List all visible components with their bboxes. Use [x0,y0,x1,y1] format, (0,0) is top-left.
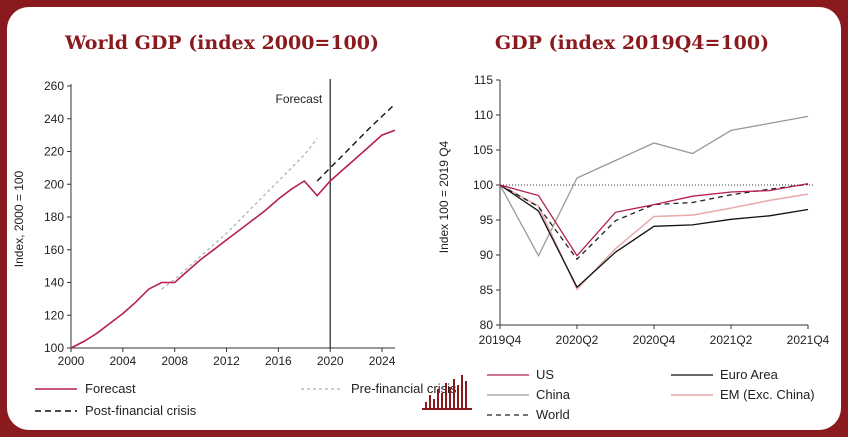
left-y-tick-label: 100 [44,341,64,355]
legend-label-post: Post-financial crisis [85,403,197,418]
left-x-tick-label: 2016 [265,354,292,368]
right-x-tick-label: 2021Q4 [787,333,830,347]
left-series-forecast [70,129,396,349]
forecast-label: Forecast [276,92,323,106]
right-series-us [499,182,809,257]
right-y-tick-label: 80 [480,318,494,332]
left-x-tick-label: 2008 [161,354,188,368]
right-x-tick-label: 2020Q4 [633,333,676,347]
left-series-pre [161,137,318,290]
left-chart-title: World GDP (index 2000=100) [64,32,379,54]
legend-label-china: China [536,387,571,402]
gdp-charts: World GDP (index 2000=100) GDP (index 20… [12,32,830,422]
right-x-tick-label: 2021Q2 [710,333,753,347]
right-legend: US Euro Area China EM (Exc. China) World [487,367,815,422]
left-y-axis-label: Index, 2000 = 100 [12,170,26,267]
brand-logo [422,375,472,410]
left-y-tick-label: 220 [44,145,64,159]
legend-label-euro: Euro Area [720,367,779,382]
left-y-tick-label: 140 [44,276,64,290]
right-series-china [499,115,809,258]
legend-label-us: US [536,367,554,382]
right-series-euro [499,184,809,289]
left-y-tick-label: 200 [44,177,64,191]
left-x-tick-label: 2012 [213,354,240,368]
left-y-tick-label: 180 [44,210,64,224]
right-y-tick-label: 95 [480,213,494,227]
right-y-tick-label: 90 [480,248,494,262]
right-plot-area: 80 85 90 95 100 105 110 115 2019Q4 2020Q2 2020Q4 20… [473,73,830,347]
legend-label-forecast: Forecast [85,381,136,396]
left-y-tick-label: 160 [44,243,64,257]
left-y-tick-label: 260 [44,79,64,93]
right-series-em [499,184,809,291]
left-x-tick-label: 2024 [369,354,396,368]
legend-label-em: EM (Exc. China) [720,387,815,402]
legend-label-pre: Pre-financial crisis [351,381,457,396]
right-y-axis-label: Index 100 = 2019 Q4 [437,140,451,253]
legend-label-world: World [536,407,570,422]
left-x-tick-label: 2000 [58,354,85,368]
right-y-tick-label: 100 [473,178,493,192]
right-y-tick-label: 110 [474,108,493,122]
left-x-tick-label: 2020 [317,354,344,368]
left-series-post [316,103,396,182]
chart-card: World GDP (index 2000=100) GDP (index 20… [7,7,841,430]
left-x-tick-label: 2004 [109,354,136,368]
right-y-tick-label: 105 [473,143,493,157]
left-legend: Forecast Pre-financial crisis Post-financi… [35,381,457,418]
right-chart-title: GDP (index 2019Q4=100) [495,32,769,54]
right-y-tick-label: 85 [480,283,494,297]
left-y-tick-label: 120 [44,308,64,322]
right-x-tick-label: 2019Q4 [479,333,522,347]
right-y-tick-label: 115 [474,73,493,87]
left-y-tick-label: 240 [44,112,64,126]
right-x-tick-label: 2020Q2 [556,333,599,347]
left-plot-area: 100 120 140 160 180 200 220 240 260 2000 2004 2008 2… [44,79,396,368]
